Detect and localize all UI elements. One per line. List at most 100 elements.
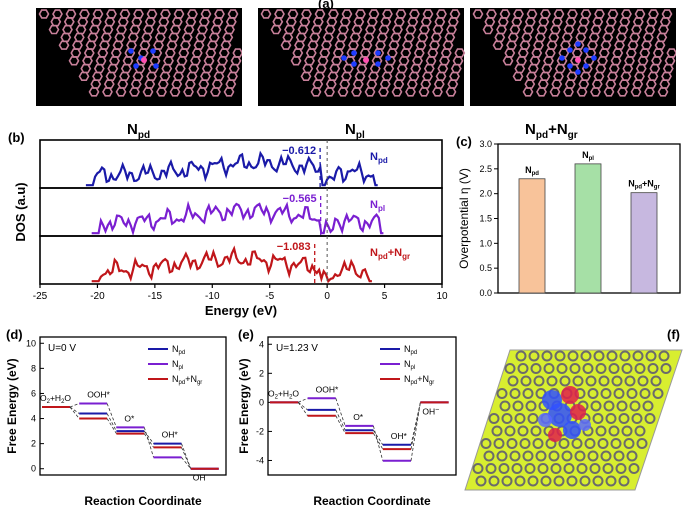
carbon-ring [504,363,516,374]
carbon-ring [658,350,670,362]
carbon-ring [650,375,662,387]
y-axis-label: Overpotential η (V) [457,168,471,269]
lattice-ring [408,71,420,81]
lattice-ring [644,87,655,97]
lattice-ring [423,63,435,74]
carbon-ring [507,375,519,387]
lattice-ring [608,63,620,74]
carbon-ring [530,363,542,374]
bar-Npd [518,178,546,294]
lattice-ring [146,9,158,19]
y-tick-label: 6 [31,388,36,398]
nitrogen-atom [351,61,357,67]
lattice-ring [597,56,608,66]
lattice-ring [171,79,183,89]
lattice-ring [595,63,607,74]
lattice-ring [143,24,154,35]
state-label-0: O2+H2O [268,388,299,400]
lattice-ring [536,87,547,97]
nitrogen-atom [375,50,381,56]
lattice-ring [50,17,62,27]
lattice-ring [355,9,366,19]
lattice-ring [430,32,442,43]
lattice-ring [68,56,80,66]
lattice-ring [341,9,353,19]
lattice-ring [332,48,344,58]
lattice-ring [600,40,612,50]
lattice-ring [214,9,225,19]
carbon-ring [580,350,592,362]
connector [298,397,308,403]
dos-chart: −0.612 Npd −0.565 Npl −1.083 Npd+Ngr -25 -20 -15… [13,139,448,318]
lattice-ring [72,40,83,50]
lattice-ring [100,32,112,43]
lattice-ring [217,56,228,66]
lattice-ring [129,24,141,35]
potential-label: U=1.23 V [276,343,318,354]
lattice-ring [422,71,433,81]
lattice-ring [517,48,529,58]
lattice-ring [420,79,432,89]
lattice-ring [203,56,215,66]
carbon-ring [600,450,612,462]
lattice-ring [395,9,407,19]
lattice-ring [201,63,213,74]
lattice-ring [173,9,185,19]
lattice-ring [184,79,196,89]
lattice-ring [173,71,184,81]
lattice-ring [482,24,494,35]
lattice-ring [52,9,63,19]
lattice-ring [436,9,447,19]
lattice-ring [363,32,375,43]
connector [106,413,117,432]
carbon-ring [480,438,492,449]
lattice-ring [538,17,550,27]
carbon-ring [514,475,526,487]
lattice-ring [425,56,437,66]
carbon-ring [504,425,516,437]
lattice-ring [533,40,544,50]
lattice-ring [537,79,549,89]
y-tick-label: 4 [259,339,264,349]
state-label-4: OH− [193,473,210,483]
connector [106,403,117,428]
panel-label-f: (f) [667,327,680,342]
lattice-ring [398,56,410,66]
carbon-ring [595,363,607,374]
lattice-ring [507,32,519,43]
connector [373,432,384,450]
lattice-ring [400,48,412,58]
lattice-ring [553,9,565,19]
carbon-ring [605,413,617,424]
lattice-ring [92,71,103,81]
lattice-ring [359,48,371,58]
y-tick-label: 0 [31,464,36,474]
lattice-ring [103,79,115,89]
structure-label-npl: Npl [345,121,365,141]
carbon-ring [644,413,656,424]
lattice-ring [314,71,325,81]
lattice-ring [73,32,85,43]
lattice-ring [144,17,156,27]
carbon-ring [519,438,531,449]
lattice-ring [619,17,631,27]
lattice-ring [176,56,188,66]
charge-density-blob-6 [548,428,562,442]
lattice-ring [437,63,449,74]
lattice-ring [642,32,654,43]
lattice-ring [222,32,234,43]
lattice-ring [169,87,181,97]
lattice-ring [657,87,669,97]
lattice-ring [80,63,92,74]
carbon-ring [631,413,643,424]
carbon-ring [509,450,521,462]
lattice-ring [161,63,173,74]
lattice-ring [646,17,658,27]
lattice-npd [38,9,244,97]
lattice-ring [200,71,211,81]
carbon-ring [621,363,633,374]
state-label-3: OH* [391,431,408,441]
x-tick-label: -15 [148,291,163,302]
lattice-ring [396,63,408,74]
lattice-ring [141,32,153,43]
